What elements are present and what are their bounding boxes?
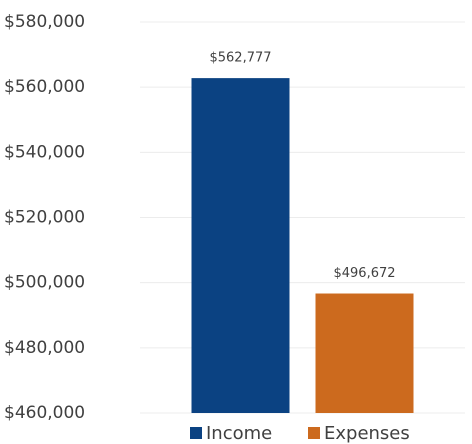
bar	[191, 78, 290, 413]
y-tick-label: $480,000	[4, 338, 85, 358]
y-tick-label: $460,000	[4, 403, 85, 423]
value-label: $496,672	[333, 266, 395, 281]
legend-swatch	[308, 427, 320, 439]
y-tick-label: $540,000	[4, 142, 85, 162]
legend-swatch	[190, 427, 202, 439]
y-tick-label: $580,000	[4, 12, 85, 32]
value-label: $562,777	[209, 51, 271, 66]
legend-label: Expenses	[324, 423, 410, 444]
bar	[315, 293, 414, 413]
y-tick-label: $560,000	[4, 77, 85, 97]
legend-label: Income	[206, 423, 272, 444]
y-tick-label: $500,000	[4, 273, 85, 293]
y-tick-label: $520,000	[4, 208, 85, 228]
